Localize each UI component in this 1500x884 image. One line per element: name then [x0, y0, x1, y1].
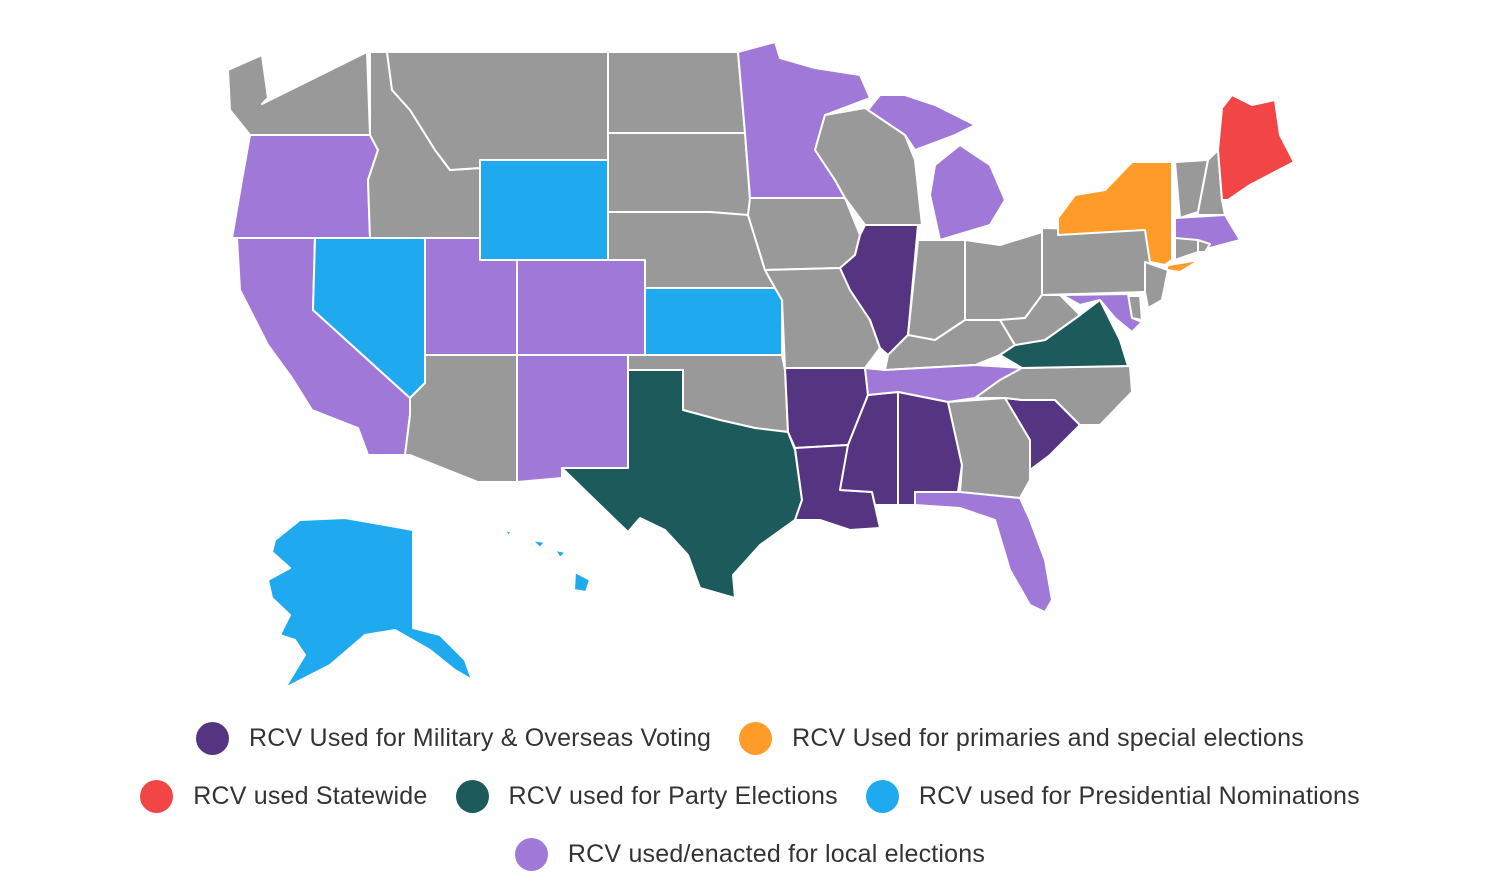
legend-item-statewide: RCV used Statewide	[140, 780, 427, 813]
state-RI[interactable]	[1197, 239, 1211, 253]
legend-label: RCV used/enacted for local elections	[567, 840, 986, 868]
legend-swatch-presidential	[865, 780, 899, 813]
legend-item-primaries: RCV Used for primaries and special elect…	[739, 722, 1304, 755]
state-CO[interactable]	[516, 259, 646, 356]
state-AK[interactable]	[267, 517, 473, 689]
state-NC[interactable]	[974, 365, 1133, 426]
state-MI[interactable]	[867, 94, 1006, 241]
state-WY[interactable]	[479, 159, 609, 261]
state-OR[interactable]	[231, 134, 379, 239]
legend-label: RCV Used for Military & Overseas Voting	[249, 724, 712, 752]
legend-swatch-local	[514, 838, 548, 871]
legend-label: RCV used Statewide	[193, 782, 428, 810]
us-map	[227, 41, 1295, 689]
state-PA[interactable]	[1041, 227, 1151, 296]
legend-item-party: RCV used for Party Elections	[455, 780, 838, 813]
state-IA[interactable]	[747, 197, 861, 271]
state-ME[interactable]	[1217, 94, 1295, 201]
state-HI[interactable]	[504, 529, 591, 593]
state-CT[interactable]	[1174, 237, 1199, 261]
legend-item-local: RCV used/enacted for local elections	[514, 838, 986, 871]
legend-label: RCV used for Party Elections	[508, 782, 838, 810]
state-SD[interactable]	[607, 132, 751, 216]
state-KS[interactable]	[644, 287, 783, 356]
legend-swatch-primaries	[739, 722, 773, 755]
legend-item-presidential: RCV used for Presidential Nominations	[865, 780, 1360, 813]
legend-swatch-military	[196, 722, 230, 755]
state-NJ[interactable]	[1144, 261, 1169, 309]
state-FL[interactable]	[914, 491, 1053, 613]
legend-swatch-statewide	[140, 780, 174, 813]
state-MD[interactable]	[1061, 293, 1143, 333]
state-OH[interactable]	[964, 231, 1043, 321]
state-TX[interactable]	[561, 369, 803, 599]
legend-label: RCV used for Presidential Nominations	[918, 782, 1360, 810]
state-NY[interactable]	[1057, 161, 1201, 273]
state-NM[interactable]	[516, 354, 629, 483]
legend-swatch-party	[455, 780, 489, 813]
state-WA[interactable]	[227, 51, 371, 136]
legend-label: RCV Used for primaries and special elect…	[792, 724, 1304, 752]
legend-row-3: RCV used/enacted for local elections	[0, 838, 1500, 871]
legend-item-military: RCV Used for Military & Overseas Voting	[196, 722, 711, 755]
state-WV[interactable]	[999, 294, 1081, 346]
state-ND[interactable]	[607, 51, 746, 134]
legend-row-2: RCV used Statewide RCV used for Party Ele…	[0, 780, 1500, 813]
legend-row-1: RCV Used for Military & Overseas Voting R…	[0, 722, 1500, 755]
